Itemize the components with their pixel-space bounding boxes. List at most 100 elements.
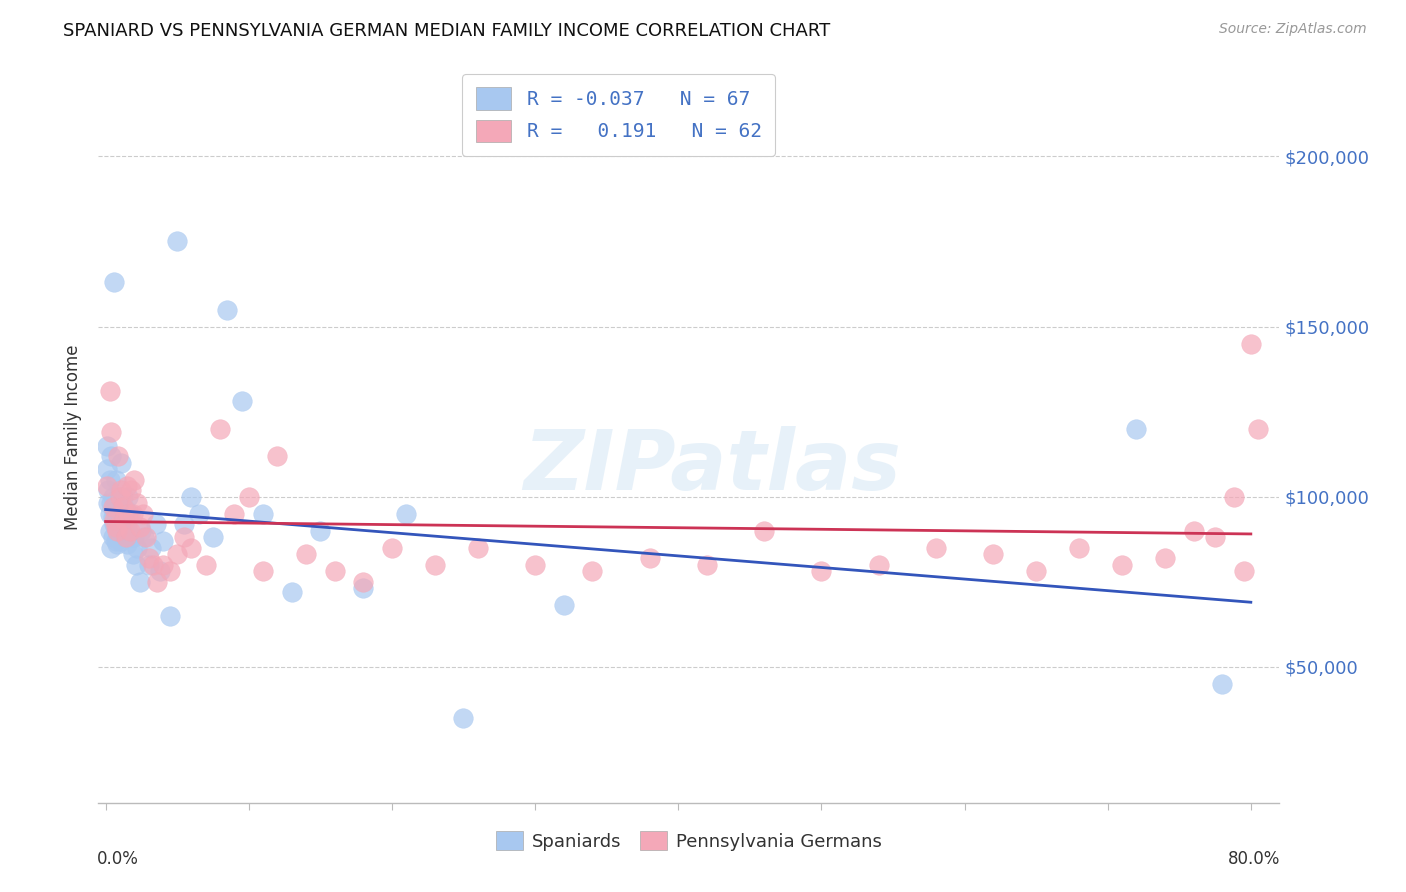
Point bbox=[108, 490, 131, 504]
Point bbox=[1025, 565, 1047, 579]
Point bbox=[118, 507, 141, 521]
Point bbox=[108, 513, 131, 527]
Point bbox=[581, 565, 603, 579]
Point bbox=[132, 507, 155, 521]
Point bbox=[124, 558, 146, 572]
Point bbox=[173, 531, 195, 545]
Point bbox=[98, 507, 121, 521]
Point bbox=[97, 496, 120, 510]
Point bbox=[524, 558, 547, 572]
Point bbox=[138, 550, 160, 565]
Point bbox=[166, 548, 188, 562]
Point bbox=[107, 449, 129, 463]
Point bbox=[1247, 421, 1270, 435]
Point bbox=[381, 541, 404, 555]
Point bbox=[121, 507, 143, 521]
Point bbox=[217, 302, 239, 317]
Point bbox=[117, 507, 139, 521]
Point bbox=[1240, 336, 1263, 351]
Point bbox=[98, 473, 121, 487]
Point bbox=[114, 503, 136, 517]
Point bbox=[110, 456, 132, 470]
Text: 80.0%: 80.0% bbox=[1229, 850, 1281, 868]
Point bbox=[1211, 677, 1233, 691]
Point bbox=[104, 473, 127, 487]
Point bbox=[467, 541, 489, 555]
Point bbox=[125, 541, 148, 555]
Point bbox=[96, 439, 118, 453]
Point bbox=[1233, 565, 1256, 579]
Point bbox=[111, 500, 134, 514]
Point bbox=[131, 524, 153, 538]
Point bbox=[122, 473, 145, 487]
Point bbox=[224, 507, 246, 521]
Point bbox=[423, 558, 446, 572]
Point bbox=[98, 524, 121, 538]
Point bbox=[180, 541, 202, 555]
Point bbox=[166, 235, 188, 249]
Point bbox=[146, 574, 169, 589]
Point bbox=[135, 531, 157, 545]
Point bbox=[98, 384, 121, 399]
Point bbox=[103, 275, 125, 289]
Point bbox=[105, 507, 128, 521]
Point bbox=[104, 520, 127, 534]
Point bbox=[1125, 421, 1147, 435]
Point bbox=[352, 574, 374, 589]
Point bbox=[96, 462, 118, 476]
Point bbox=[103, 516, 125, 531]
Point bbox=[97, 483, 120, 497]
Point bbox=[553, 599, 575, 613]
Point bbox=[117, 490, 139, 504]
Point bbox=[101, 531, 124, 545]
Point bbox=[101, 490, 124, 504]
Point bbox=[122, 531, 145, 545]
Point bbox=[107, 490, 129, 504]
Y-axis label: Median Family Income: Median Family Income bbox=[65, 344, 83, 530]
Point bbox=[868, 558, 890, 572]
Point bbox=[1222, 490, 1244, 504]
Point bbox=[209, 421, 232, 435]
Point bbox=[173, 516, 195, 531]
Point bbox=[925, 541, 948, 555]
Point bbox=[129, 520, 152, 534]
Point bbox=[638, 550, 661, 565]
Point bbox=[112, 531, 135, 545]
Point bbox=[114, 531, 136, 545]
Point bbox=[121, 548, 143, 562]
Point bbox=[752, 524, 775, 538]
Point bbox=[295, 548, 318, 562]
Point bbox=[252, 507, 274, 521]
Point bbox=[266, 449, 288, 463]
Point bbox=[112, 516, 135, 531]
Point bbox=[105, 520, 128, 534]
Point bbox=[103, 513, 125, 527]
Point bbox=[152, 533, 174, 548]
Point bbox=[1067, 541, 1090, 555]
Point bbox=[145, 516, 167, 531]
Point bbox=[96, 479, 118, 493]
Point bbox=[110, 533, 132, 548]
Point bbox=[159, 565, 181, 579]
Point bbox=[101, 500, 124, 514]
Point bbox=[1154, 550, 1177, 565]
Point bbox=[134, 531, 156, 545]
Point bbox=[238, 490, 260, 504]
Point bbox=[141, 541, 163, 555]
Point bbox=[981, 548, 1004, 562]
Point bbox=[231, 394, 253, 409]
Point bbox=[180, 490, 202, 504]
Point bbox=[100, 496, 122, 510]
Point bbox=[115, 520, 138, 534]
Point bbox=[104, 496, 127, 510]
Point bbox=[159, 608, 181, 623]
Text: 0.0%: 0.0% bbox=[97, 850, 139, 868]
Point bbox=[100, 425, 122, 439]
Point bbox=[110, 483, 132, 497]
Text: ZIPatlas: ZIPatlas bbox=[523, 425, 901, 507]
Point bbox=[118, 524, 141, 538]
Point bbox=[395, 507, 418, 521]
Point bbox=[810, 565, 832, 579]
Text: Source: ZipAtlas.com: Source: ZipAtlas.com bbox=[1219, 22, 1367, 37]
Point bbox=[120, 531, 142, 545]
